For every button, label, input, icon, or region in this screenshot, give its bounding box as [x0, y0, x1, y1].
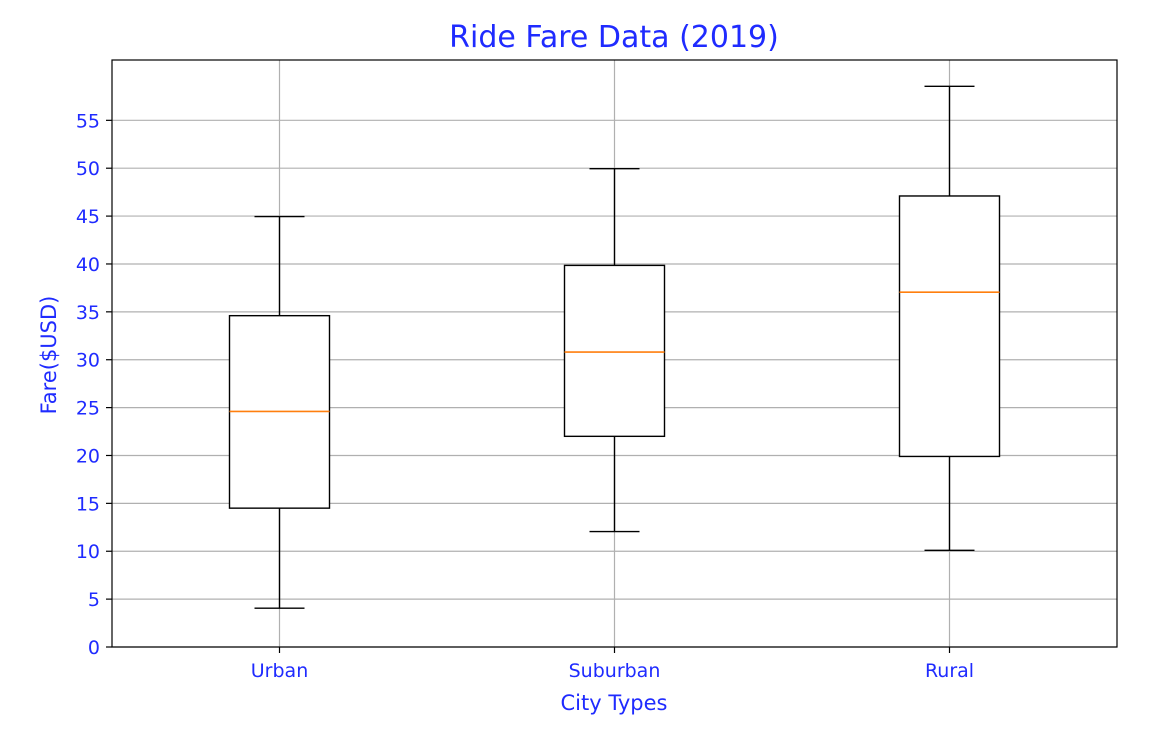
box-suburban — [563, 167, 666, 533]
x-tick-label-urban: Urban — [251, 660, 308, 682]
y-tick-label: 10 — [76, 541, 100, 563]
y-tick-label: 35 — [76, 302, 100, 324]
x-tick-label-suburban: Suburban — [569, 660, 661, 682]
y-tick-label: 50 — [76, 158, 100, 180]
axis-ticks: 0 5 10 15 20 25 30 35 40 45 50 55 Urban Suburban Rural — [76, 110, 974, 682]
x-axis-label: City Types — [560, 691, 667, 715]
y-tick-label: 55 — [76, 110, 100, 132]
y-tick-label: 5 — [88, 589, 100, 611]
y-tick-label: 30 — [76, 350, 100, 372]
y-tick-label: 0 — [88, 637, 100, 659]
y-tick-label: 15 — [76, 493, 100, 515]
y-tick-label: 45 — [76, 206, 100, 228]
y-tick-label: 25 — [76, 398, 100, 420]
box-urban — [228, 215, 331, 609]
chart-title: Ride Fare Data (2019) — [449, 20, 779, 55]
y-tick-label: 20 — [76, 445, 100, 467]
x-tick-label-rural: Rural — [925, 660, 974, 682]
iqr-box — [563, 264, 666, 438]
y-tick-label: 40 — [76, 254, 100, 276]
box-rural — [898, 85, 1001, 551]
iqr-box — [898, 195, 1001, 458]
box-plot-series — [228, 85, 1001, 609]
y-axis-label: Fare($USD) — [37, 296, 61, 415]
